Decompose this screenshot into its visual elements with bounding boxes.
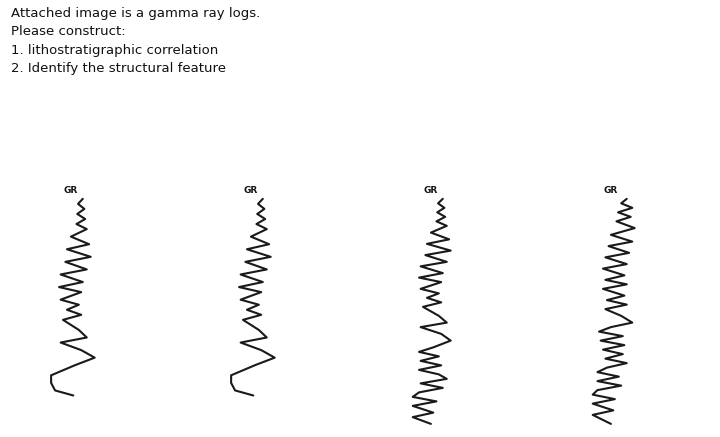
- Text: Attached image is a gamma ray logs.
Please construct:
1. lithostratigraphic corr: Attached image is a gamma ray logs. Plea…: [11, 7, 260, 75]
- Text: GR: GR: [64, 186, 78, 195]
- Text: GR: GR: [424, 186, 438, 195]
- Text: GR: GR: [244, 186, 258, 195]
- Text: GR: GR: [604, 186, 618, 195]
